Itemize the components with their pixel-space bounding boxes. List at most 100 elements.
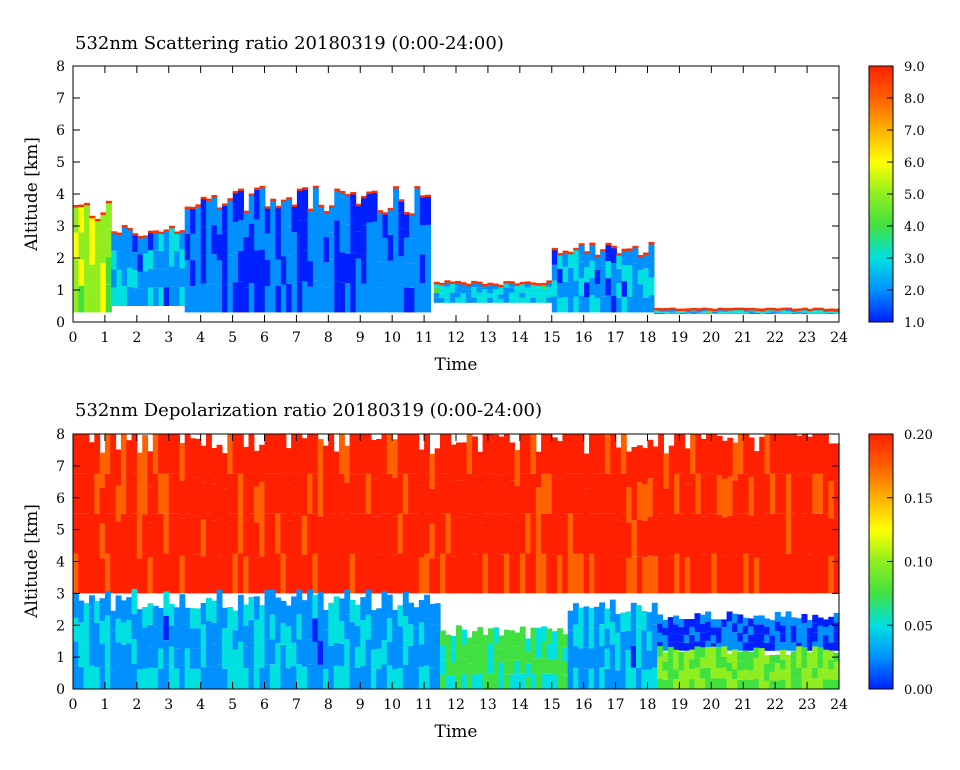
heatmap-cell [254,250,261,282]
heatmap-cell [238,220,244,251]
heatmap-cell [482,298,488,303]
heatmap-cell [377,210,383,213]
heatmap-cell [706,513,712,554]
heatmap-cell [121,225,128,228]
heatmap-cell [689,634,696,643]
heatmap-cell [594,606,600,628]
colorbar-tick-label: 3.0 [904,252,925,267]
heatmap-cell [397,513,404,554]
x-tick-label: 11 [415,697,433,713]
heatmap-cell [429,667,436,689]
heatmap-cell [275,553,281,594]
heatmap-cell [738,311,745,313]
heatmap-cell [583,523,590,559]
heatmap-cell [653,307,660,311]
heatmap-cell [610,245,617,249]
heatmap-cell [318,285,325,313]
heatmap-cell [609,621,616,645]
heatmap-cell [466,473,473,514]
heatmap-cell [317,477,324,517]
heatmap-cell [551,476,558,516]
heatmap-cell [222,258,228,286]
heatmap-cell [323,629,329,650]
heatmap-cell [136,609,143,630]
heatmap-cell [535,288,542,294]
heatmap-cell [764,626,771,635]
heatmap-cell [541,673,547,689]
heatmap-cell [227,434,234,474]
heatmap-cell [833,612,840,623]
heatmap-cell [296,639,303,665]
heatmap-cell [828,443,835,481]
heatmap-cell [700,477,707,517]
heatmap-cell [227,648,234,669]
heatmap-cell [126,666,133,689]
heatmap-cell [791,434,797,474]
heatmap-cell [487,513,494,554]
heatmap-cell [589,473,595,514]
heatmap-cell [408,645,414,668]
heatmap-cell [328,624,335,646]
heatmap-cell [174,668,180,689]
heatmap-cell [801,434,808,474]
heatmap-cell [605,295,612,313]
heatmap-cell [696,312,703,314]
heatmap-cell [615,614,621,633]
x-tick-label: 24 [830,330,848,346]
heatmap-cell [609,599,616,622]
heatmap-cell [557,658,563,674]
heatmap-cell [567,513,574,554]
heatmap-cell [775,513,782,554]
heatmap-cell [477,451,484,488]
heatmap-cell [583,647,590,669]
heatmap-cell [503,292,510,298]
heatmap-cell [796,646,803,657]
heatmap-cell [264,259,271,287]
heatmap-cell [482,284,488,287]
heatmap-cell [748,437,755,477]
heatmap-cell [541,282,547,286]
heatmap-cell [377,261,383,288]
heatmap-cell [684,557,691,594]
heatmap-cell [785,654,792,664]
heatmap-cell [333,642,340,666]
heatmap-cell [807,312,814,314]
heatmap-cell [738,307,745,311]
heatmap-cell [126,440,133,479]
heatmap-cell [562,473,569,514]
heatmap-cell [301,554,308,594]
heatmap-cell [466,553,473,594]
heatmap-cell [152,605,159,627]
heatmap-cell [243,446,250,484]
heatmap-cell [743,311,750,313]
heatmap-cell [100,212,107,215]
heatmap-cell [248,224,255,254]
colorbar-tick-label: 5.0 [904,188,925,203]
heatmap-cell [535,284,542,289]
heatmap-cell [498,290,505,295]
heatmap-cell [822,642,829,651]
heatmap-cell [408,667,414,689]
heatmap-cell [425,254,431,284]
heatmap-cell [541,642,547,658]
heatmap-cell [812,473,819,514]
heatmap-cell [200,646,207,668]
heatmap-cell [710,619,717,628]
heatmap-cell [414,218,421,250]
heatmap-cell [509,555,516,594]
heatmap-cell [253,596,260,620]
heatmap-cell [291,259,298,286]
x-axis-label: Time [435,355,478,375]
heatmap-cell [620,669,627,689]
heatmap-cell [743,434,750,474]
heatmap-cell [694,667,701,679]
heatmap-cell [291,285,298,313]
heatmap-cell [690,434,696,474]
heatmap-cell [89,618,95,643]
heatmap-cell [323,211,330,214]
heatmap-cell [487,673,494,689]
heatmap-cell [648,242,655,245]
heatmap-cell [695,513,702,554]
heatmap-cell [227,607,234,628]
heatmap-cell [492,289,499,294]
